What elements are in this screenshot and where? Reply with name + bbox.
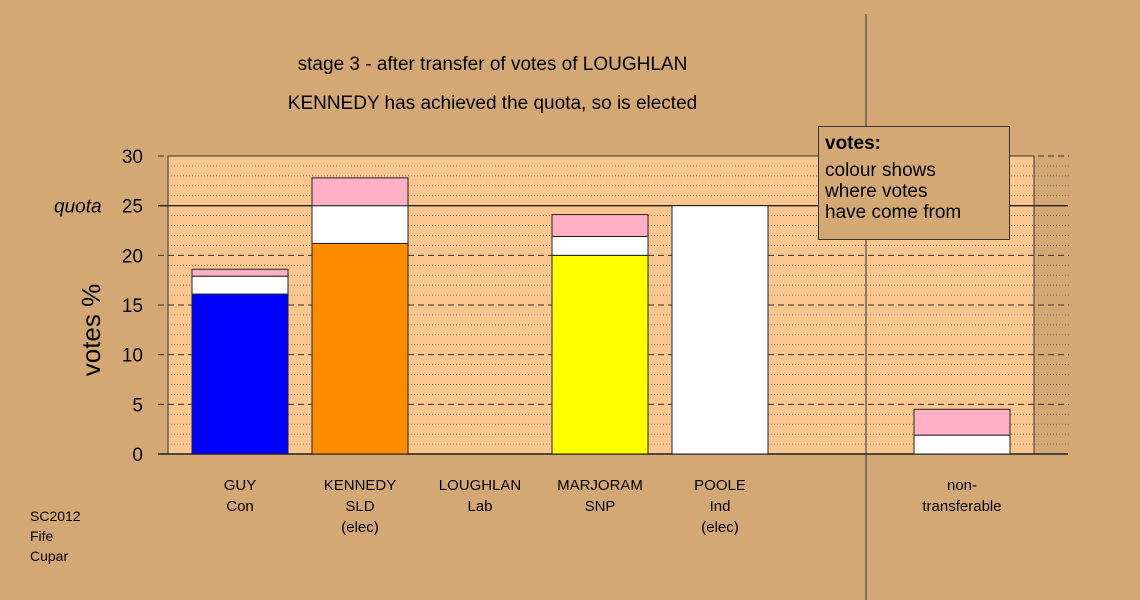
bar-nontransferable-segment: [913, 434, 1011, 455]
candidate-name-label: GUY: [224, 477, 257, 494]
candidate-name-label: KENNEDY: [324, 477, 397, 494]
y-axis-label: votes %: [76, 284, 106, 377]
candidate-note-label: (elec): [341, 519, 379, 536]
y-tick-label: 15: [122, 296, 143, 317]
legend-box: votes: colour shows where votes have com…: [818, 126, 1010, 240]
candidate-name-label: POOLE: [694, 477, 746, 494]
candidate-party-label: Con: [226, 498, 254, 515]
bar-poole-segment: [671, 205, 769, 455]
nontransferable-label-line1: non-: [947, 477, 977, 494]
legend-heading: votes:: [825, 133, 881, 154]
candidate-party-label: SNP: [585, 498, 616, 515]
y-tick-label: 20: [122, 246, 143, 267]
bar-marjoram-segment: [551, 254, 649, 455]
chart-title-line2: KENNEDY has achieved the quota, so is el…: [287, 93, 698, 114]
candidate-party-label: Ind: [710, 498, 731, 515]
bar-guy-segment: [191, 293, 289, 455]
candidate-party-label: Lab: [467, 498, 492, 515]
bar-kennedy-segment: [311, 205, 409, 244]
candidate-name-label: MARJORAM: [557, 477, 643, 494]
bar-kennedy-segment: [311, 177, 409, 207]
bar-nontransferable-segment: [913, 408, 1011, 436]
y-tick-label: 10: [122, 346, 143, 367]
candidate-name-label: LOUGHLAN: [439, 477, 522, 494]
nontransferable-label-line2: transferable: [922, 498, 1001, 515]
legend-text: colour shows where votes have come from: [825, 160, 962, 223]
y-tick-label: 5: [132, 395, 143, 416]
y-tick-label: 25: [122, 197, 143, 218]
candidate-party-label: SLD: [345, 498, 374, 515]
bar-guy-segment: [191, 275, 289, 295]
bar-guy-segment: [191, 268, 289, 277]
credit-text: SC2012 Fife Cupar: [30, 508, 81, 564]
quota-label: quota: [54, 197, 102, 218]
chart-title-line1: stage 3 - after transfer of votes of LOU…: [297, 54, 688, 75]
y-tick-label: 0: [132, 445, 143, 466]
y-tick-label: 30: [122, 147, 143, 168]
candidate-note-label: (elec): [701, 519, 739, 536]
bar-kennedy-segment: [311, 242, 409, 455]
bar-marjoram-segment: [551, 214, 649, 237]
bar-marjoram-segment: [551, 235, 649, 256]
